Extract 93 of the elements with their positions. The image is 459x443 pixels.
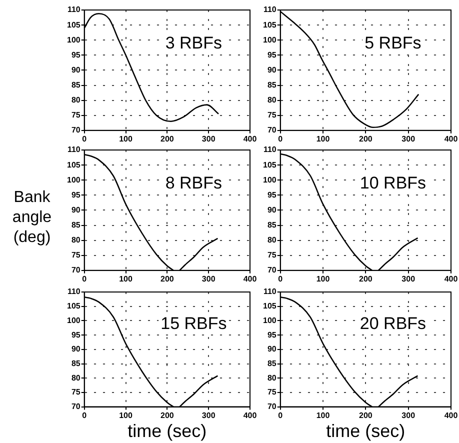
x-tick-label: 400: [243, 134, 258, 144]
y-tick-label: 110: [67, 287, 81, 296]
y-tick-label: 80: [71, 96, 81, 105]
x-tick-label: 100: [316, 410, 330, 420]
y-tick-label: 80: [267, 373, 277, 382]
x-tick-label: 400: [444, 274, 458, 284]
y-tick-label: 70: [267, 126, 277, 135]
y-tick-label: 100: [262, 35, 277, 44]
y-tick-label: 85: [71, 358, 81, 368]
y-tick-label: 75: [71, 250, 81, 260]
y-tick-label: 110: [67, 5, 81, 14]
x-tick-label: 100: [119, 134, 133, 144]
x-tick-label: 200: [358, 410, 373, 420]
y-tick-label: 90: [71, 344, 81, 354]
y-tick-label: 110: [263, 287, 277, 296]
y-tick-label: 70: [71, 126, 81, 135]
y-tick-label: 100: [262, 316, 277, 325]
y-tick-label: 80: [71, 373, 81, 382]
x-tick-label: 300: [402, 410, 416, 420]
x-tick-label: 400: [243, 274, 258, 284]
y-tick-label: 110: [263, 145, 277, 154]
annotation: 10 RBFs: [360, 173, 426, 192]
y-tick-label: 70: [71, 266, 81, 275]
y-tick-label: 90: [71, 65, 81, 74]
x-tick-label: 200: [160, 410, 174, 420]
y-tick-label: 105: [66, 302, 81, 311]
y-axis-title: Bank angle (deg): [11, 188, 53, 248]
x-tick-label: 300: [202, 134, 216, 144]
y-tick-label: 90: [71, 205, 81, 214]
y-tick-label: 80: [267, 96, 277, 105]
y-tick-label: 70: [267, 266, 277, 275]
y-tick-label: 70: [71, 402, 81, 412]
x-tick-label: 400: [444, 134, 458, 144]
x-tick-label: 100: [316, 274, 330, 284]
y-tick-label: 80: [267, 236, 277, 245]
x-tick-label: 0: [82, 134, 88, 144]
y-tick-label: 85: [267, 80, 277, 90]
x-tick-label: 100: [119, 274, 133, 284]
x-tick-label: 200: [160, 274, 174, 284]
y-tick-label: 100: [262, 175, 277, 184]
y-tick-label: 85: [71, 80, 81, 90]
y-tick-label: 95: [267, 330, 277, 340]
x-tick-label: 200: [160, 134, 174, 144]
x-tick-label: 300: [402, 274, 416, 284]
y-tick-label: 75: [71, 388, 81, 397]
annotation: 20 RBFs: [360, 314, 426, 333]
y-tick-label: 95: [267, 190, 277, 200]
x-tick-label: 0: [278, 410, 284, 420]
y-tick-label: 75: [71, 110, 81, 120]
y-tick-label: 95: [71, 50, 81, 60]
y-tick-label: 100: [66, 316, 81, 325]
y-tick-label: 85: [267, 220, 277, 230]
x-tick-label: 100: [316, 134, 330, 144]
y-tick-label: 105: [262, 160, 277, 170]
x-tick-label: 0: [278, 134, 284, 144]
annotation: 8 RBFs: [165, 173, 222, 192]
y-tick-label: 90: [267, 344, 277, 354]
y-tick-label: 105: [262, 20, 277, 30]
y-tick-label: 105: [66, 160, 81, 170]
y-tick-label: 85: [71, 220, 81, 230]
x-axis-title: time (sec): [128, 421, 207, 442]
x-tick-label: 100: [119, 410, 133, 420]
x-tick-label: 400: [444, 410, 458, 420]
y-tick-label: 95: [71, 190, 81, 200]
x-axis-title: time (sec): [326, 421, 406, 442]
y-tick-label: 75: [267, 110, 277, 120]
y-tick-label: 110: [263, 5, 277, 14]
y-tick-label: 75: [267, 250, 277, 260]
y-tick-label: 100: [66, 175, 81, 184]
x-tick-label: 0: [278, 274, 284, 284]
x-tick-label: 200: [358, 274, 373, 284]
x-tick-label: 300: [202, 410, 216, 420]
x-tick-label: 0: [82, 274, 88, 284]
y-tick-label: 105: [66, 20, 81, 30]
y-tick-label: 80: [71, 236, 81, 245]
y-tick-label: 105: [262, 302, 277, 311]
annotation: 5 RBFs: [364, 33, 422, 52]
y-tick-label: 95: [71, 330, 81, 340]
x-tick-label: 300: [402, 134, 416, 144]
x-tick-label: 300: [202, 274, 216, 284]
x-tick-label: 200: [358, 134, 373, 144]
y-tick-label: 90: [267, 65, 277, 74]
y-tick-label: 110: [67, 145, 81, 154]
x-tick-label: 0: [82, 410, 88, 420]
y-tick-label: 70: [267, 402, 277, 412]
y-tick-label: 100: [66, 35, 81, 44]
y-tick-label: 75: [267, 388, 277, 397]
annotation: 3 RBFs: [165, 33, 222, 52]
y-tick-label: 95: [267, 50, 277, 60]
y-tick-label: 85: [267, 358, 277, 368]
annotation: 15 RBFs: [160, 314, 227, 333]
x-tick-label: 400: [243, 410, 258, 420]
y-tick-label: 90: [267, 205, 277, 214]
